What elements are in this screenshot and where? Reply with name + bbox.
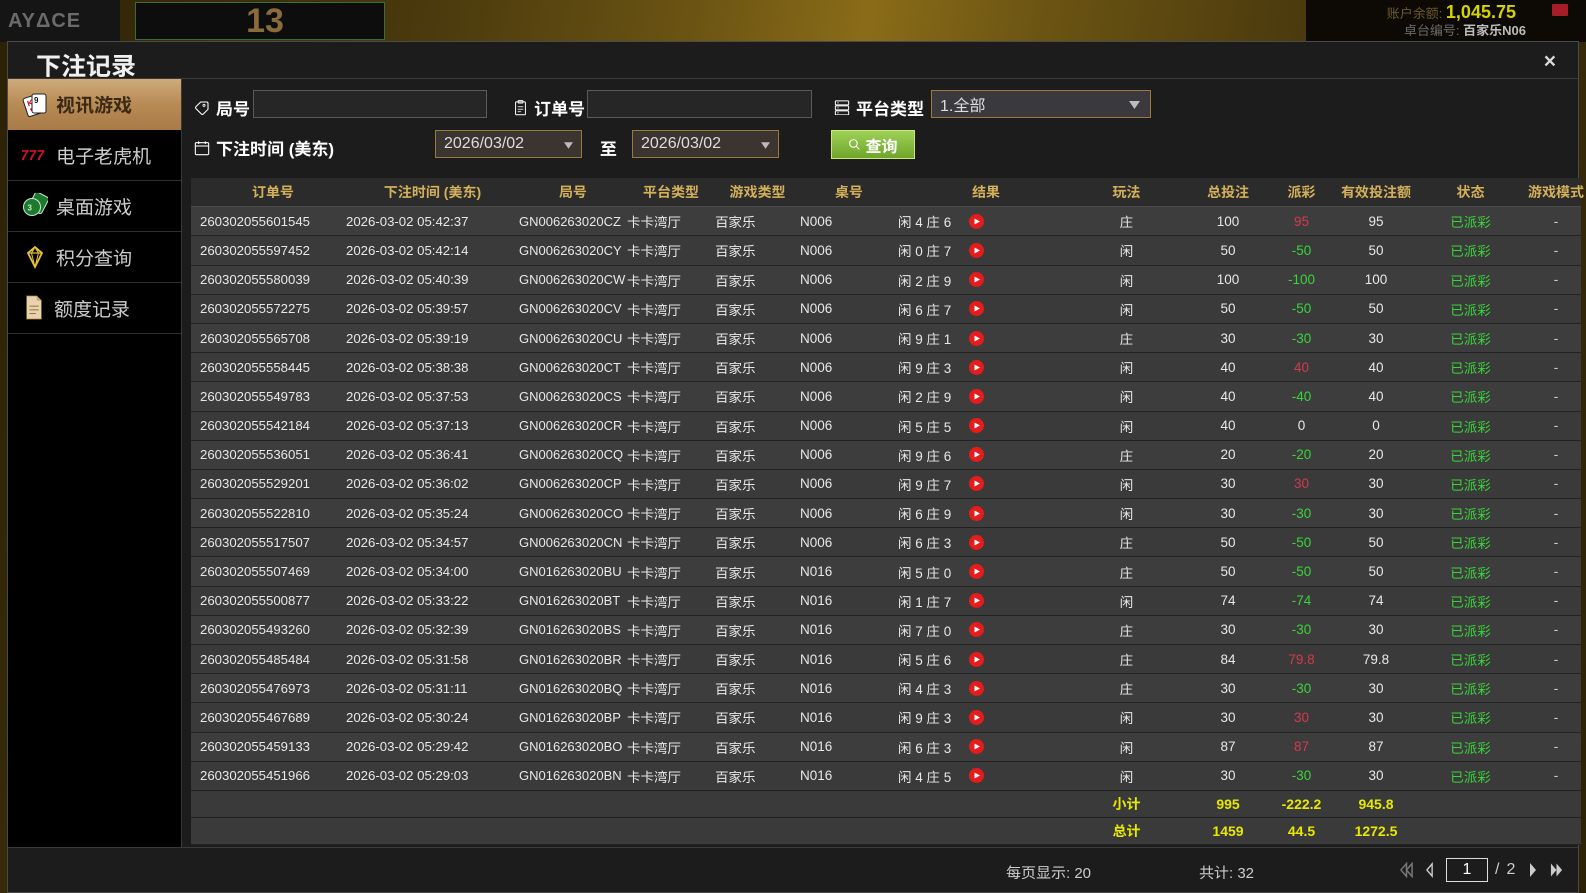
svg-text:3: 3	[28, 204, 33, 213]
svg-text:777: 777	[22, 148, 45, 164]
svg-text:9: 9	[34, 96, 39, 105]
